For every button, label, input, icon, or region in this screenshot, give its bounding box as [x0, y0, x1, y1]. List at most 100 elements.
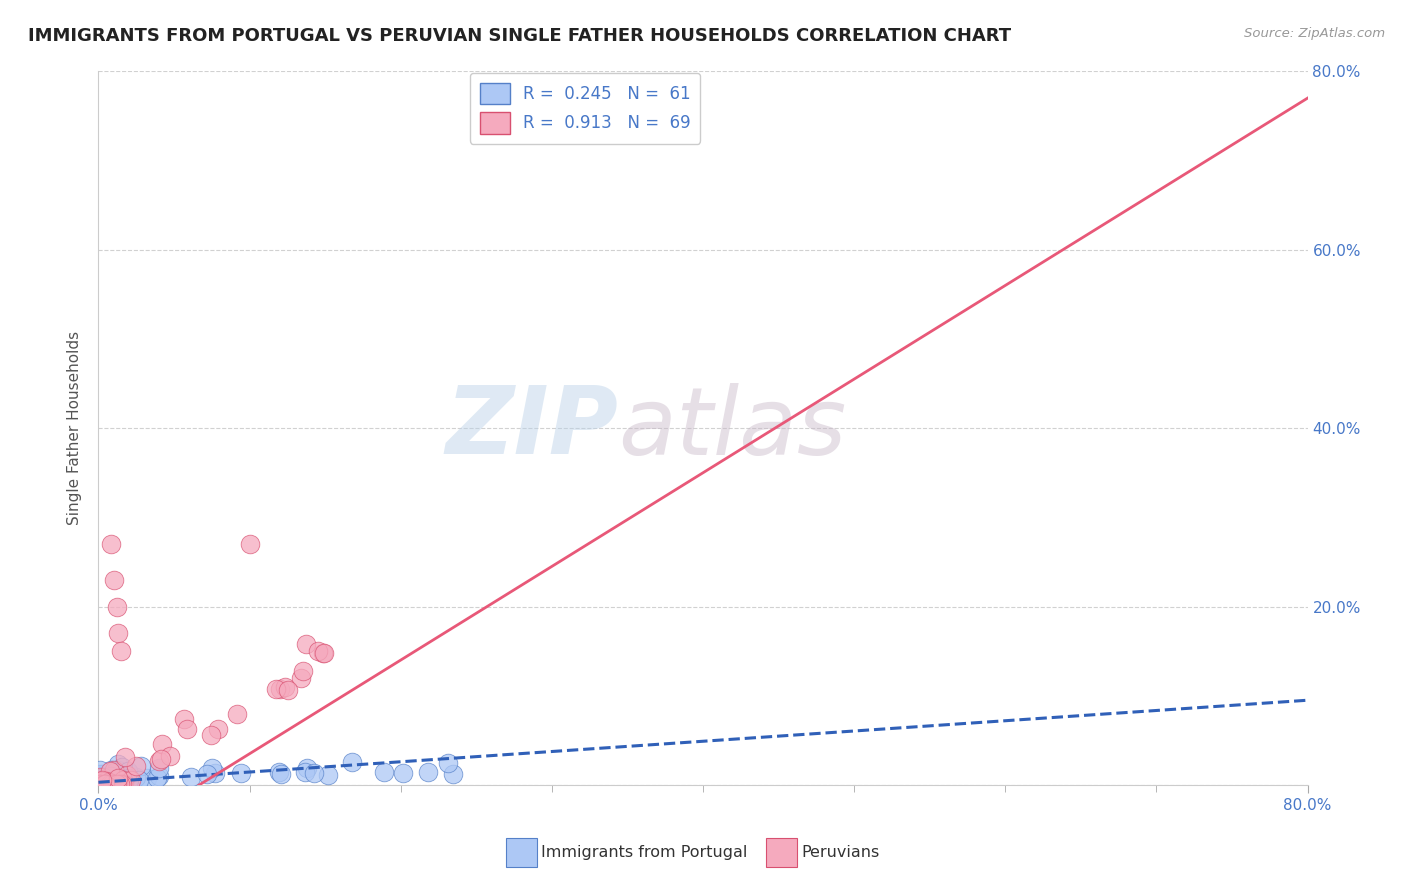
Point — [294, 637, 316, 651]
Point — [117, 768, 139, 782]
Point — [146, 771, 169, 785]
Point — [304, 766, 326, 780]
Point — [110, 772, 132, 786]
Point — [148, 755, 170, 769]
Point — [443, 767, 465, 781]
Point — [94, 777, 117, 791]
Point — [94, 770, 117, 784]
Point — [307, 643, 329, 657]
Point — [110, 777, 132, 791]
Point — [94, 777, 117, 791]
Point — [294, 765, 316, 780]
Point — [107, 764, 129, 778]
Text: ZIP: ZIP — [446, 382, 619, 475]
Point — [204, 765, 226, 780]
Point — [104, 766, 127, 780]
Point — [129, 759, 152, 773]
Point — [267, 765, 290, 780]
Point — [114, 750, 136, 764]
Point — [269, 682, 291, 697]
Point — [93, 777, 115, 791]
Point — [117, 764, 139, 779]
Point — [89, 770, 111, 784]
Point — [90, 767, 112, 781]
Point — [128, 772, 150, 787]
Point — [89, 777, 111, 791]
Point — [96, 777, 118, 791]
Point — [89, 766, 111, 780]
Point — [290, 672, 312, 686]
Point — [105, 777, 128, 791]
Point — [418, 764, 440, 779]
Point — [373, 764, 395, 779]
Point — [98, 777, 121, 791]
Point — [274, 681, 297, 695]
Point — [98, 767, 121, 781]
Point — [117, 772, 139, 787]
Point — [103, 768, 125, 782]
Point — [392, 765, 415, 780]
Point — [91, 773, 114, 788]
Point — [107, 626, 129, 640]
Point — [89, 777, 111, 791]
Point — [111, 772, 134, 786]
Point — [239, 537, 262, 551]
Point — [91, 770, 114, 784]
Point — [105, 770, 128, 784]
Point — [94, 772, 117, 787]
Point — [94, 777, 117, 791]
Point — [111, 760, 134, 774]
Point — [105, 599, 128, 614]
Point — [277, 683, 299, 698]
Point — [91, 777, 114, 791]
Point — [292, 664, 315, 678]
Point — [94, 772, 117, 786]
Point — [117, 766, 139, 780]
Point — [90, 777, 112, 791]
Point — [101, 777, 124, 791]
Point — [100, 769, 122, 783]
Point — [100, 763, 122, 777]
Point — [89, 768, 111, 782]
Point — [111, 777, 134, 791]
Point — [108, 768, 131, 782]
Point — [91, 777, 114, 791]
Point — [437, 756, 460, 770]
Point — [125, 759, 148, 773]
Point — [97, 775, 120, 789]
Point — [107, 772, 129, 786]
Text: IMMIGRANTS FROM PORTUGAL VS PERUVIAN SINGLE FATHER HOUSEHOLDS CORRELATION CHART: IMMIGRANTS FROM PORTUGAL VS PERUVIAN SIN… — [28, 27, 1011, 45]
Point — [120, 772, 142, 787]
Point — [91, 772, 114, 787]
Point — [103, 573, 125, 587]
Point — [107, 772, 129, 786]
Point — [101, 772, 124, 786]
Point — [135, 771, 157, 785]
Point — [200, 728, 222, 742]
Point — [93, 777, 115, 791]
Point — [98, 764, 121, 779]
Point — [264, 681, 287, 696]
Point — [150, 737, 173, 751]
Point — [90, 777, 112, 791]
Point — [111, 772, 134, 786]
Point — [94, 773, 117, 788]
Text: Source: ZipAtlas.com: Source: ZipAtlas.com — [1244, 27, 1385, 40]
Point — [89, 777, 111, 791]
Point — [103, 777, 125, 791]
Point — [89, 777, 111, 791]
Point — [176, 722, 198, 736]
Point — [159, 749, 181, 764]
Point — [125, 770, 148, 784]
Point — [94, 777, 117, 791]
Text: atlas: atlas — [619, 383, 846, 474]
Point — [89, 770, 111, 784]
Point — [297, 761, 319, 775]
Point — [115, 772, 138, 786]
Y-axis label: Single Father Households: Single Father Households — [67, 331, 83, 525]
Point — [89, 764, 111, 778]
Point — [93, 777, 115, 791]
Text: Immigrants from Portugal: Immigrants from Portugal — [541, 846, 748, 860]
Point — [270, 767, 292, 781]
Point — [112, 770, 135, 784]
